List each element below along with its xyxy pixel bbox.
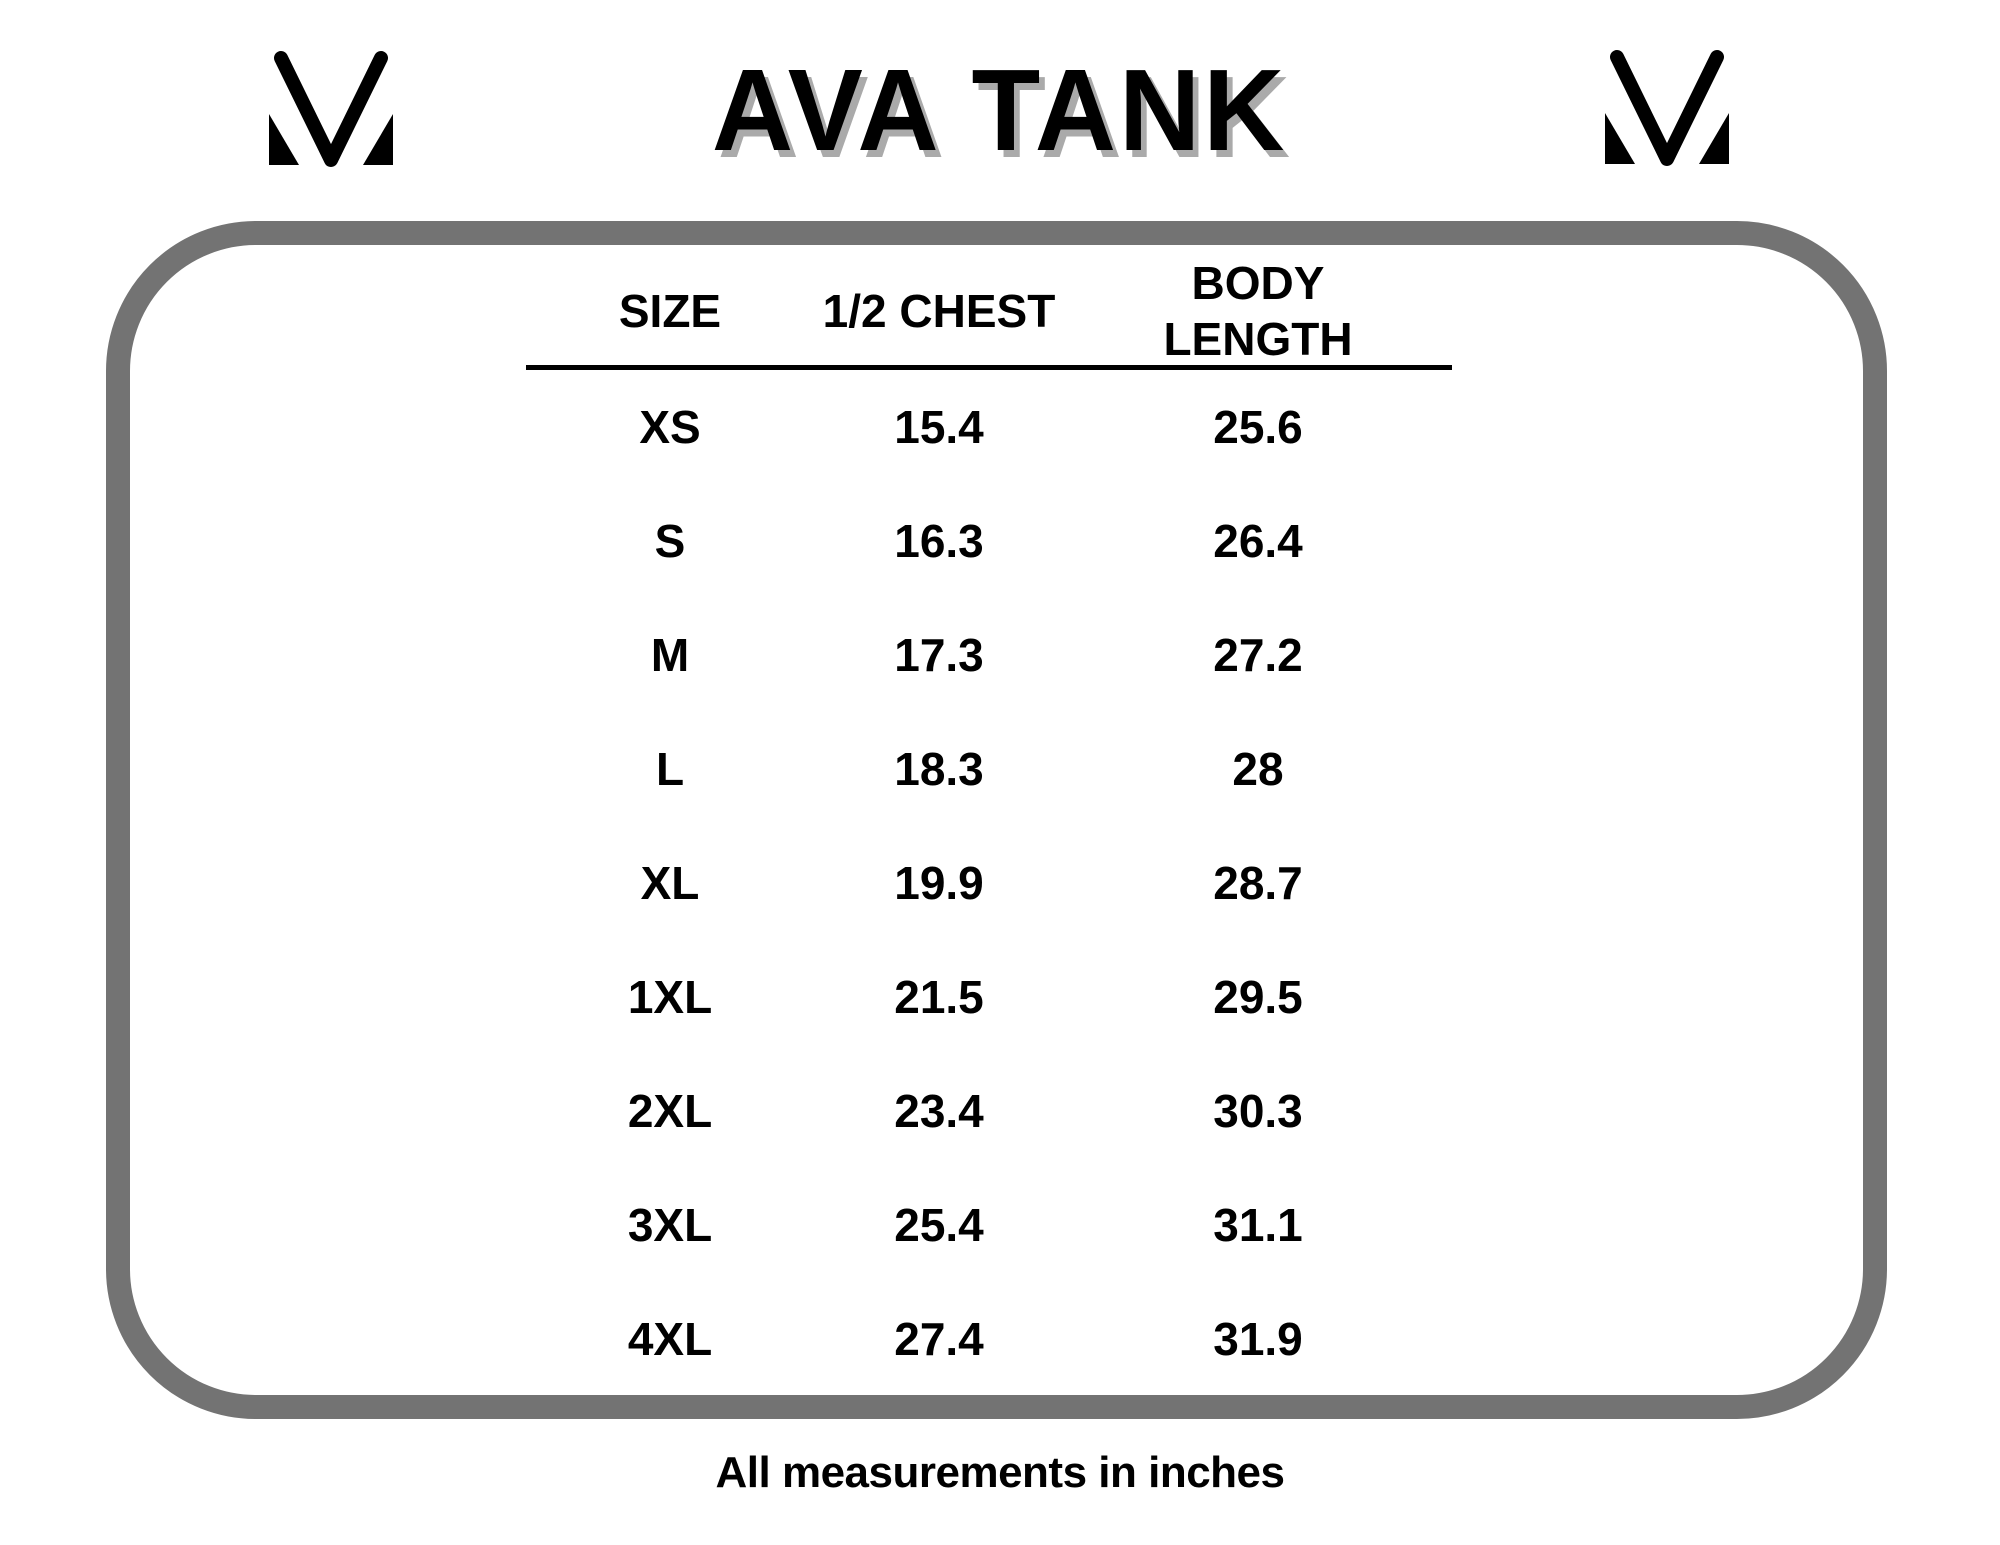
cell-body-length: 25.6 — [1064, 399, 1452, 455]
column-header-half-chest-label: 1/2 CHEST — [822, 285, 1056, 338]
table-body: XS 15.4 25.6 S 16.3 — [526, 370, 1452, 1396]
cell-body-length-value: 26.4 — [1213, 514, 1303, 567]
measurement-note-text: All measurements in inches — [715, 1448, 1286, 1497]
brand-logo-right — [1604, 47, 1730, 167]
cell-size-value: 4XL — [627, 1312, 713, 1365]
cell-size: XS — [526, 399, 814, 455]
cell-body-length: 30.3 — [1064, 1083, 1452, 1139]
table-row: 3XL 25.4 31.1 — [526, 1168, 1452, 1282]
column-header-size-label: SIZE — [618, 285, 722, 338]
cell-size: 3XL — [526, 1197, 814, 1253]
cell-size: M — [526, 627, 814, 683]
cell-half-chest: 25.4 — [814, 1197, 1064, 1253]
column-header-size: SIZE — [526, 283, 814, 339]
cell-size: 1XL — [526, 969, 814, 1025]
cell-size-value: 3XL — [627, 1198, 713, 1251]
table-row: 1XL 21.5 29.5 — [526, 940, 1452, 1054]
cell-size-value: M — [650, 628, 690, 681]
header-divider — [526, 365, 1452, 370]
cell-body-length-value: 29.5 — [1213, 970, 1303, 1023]
cell-half-chest: 19.9 — [814, 855, 1064, 911]
cell-size-value: XL — [640, 856, 700, 909]
cell-body-length-value: 31.1 — [1213, 1198, 1303, 1251]
page-title-text: AVA TANK — [712, 45, 1288, 175]
cell-half-chest-value: 15.4 — [894, 400, 984, 453]
cell-half-chest: 16.3 — [814, 513, 1064, 569]
cell-half-chest-value: 21.5 — [894, 970, 984, 1023]
cell-half-chest-value: 16.3 — [894, 514, 984, 567]
cell-body-length-value: 30.3 — [1213, 1084, 1303, 1137]
cell-size-value: 1XL — [627, 970, 713, 1023]
column-header-body-length: BODY LENGTH — [1064, 255, 1452, 367]
cell-size-value: S — [654, 514, 686, 567]
cell-size: L — [526, 741, 814, 797]
table-row: XS 15.4 25.6 — [526, 370, 1452, 484]
table-header-row: SIZE 1/2 CHEST BODY LENGTH — [526, 255, 1452, 365]
cell-body-length: 28.7 — [1064, 855, 1452, 911]
brand-logo-left — [268, 48, 394, 168]
table-row: L 18.3 28 — [526, 712, 1452, 826]
cell-size: 4XL — [526, 1311, 814, 1367]
cell-size: S — [526, 513, 814, 569]
cell-half-chest: 17.3 — [814, 627, 1064, 683]
cell-body-length-value: 31.9 — [1213, 1312, 1303, 1365]
table-row: XL 19.9 28.7 — [526, 826, 1452, 940]
table-row: 4XL 27.4 31.9 — [526, 1282, 1452, 1396]
cell-half-chest: 23.4 — [814, 1083, 1064, 1139]
cell-half-chest: 18.3 — [814, 741, 1064, 797]
size-table: SIZE 1/2 CHEST BODY LENGTH XS 15.4 — [526, 255, 1452, 1396]
column-header-body-length-label: BODY LENGTH — [1163, 257, 1353, 366]
rounded-frame — [106, 221, 1887, 1419]
cell-body-length: 28 — [1064, 741, 1452, 797]
cell-size: XL — [526, 855, 814, 911]
cell-body-length: 31.1 — [1064, 1197, 1452, 1253]
cell-body-length: 26.4 — [1064, 513, 1452, 569]
measurement-note: All measurements in inches — [0, 1448, 2000, 1498]
cell-half-chest: 15.4 — [814, 399, 1064, 455]
cell-half-chest: 27.4 — [814, 1311, 1064, 1367]
cell-body-length-value: 25.6 — [1213, 400, 1303, 453]
cell-half-chest-value: 18.3 — [894, 742, 984, 795]
cell-half-chest-value: 25.4 — [894, 1198, 984, 1251]
table-row: M 17.3 27.2 — [526, 598, 1452, 712]
cell-body-length-value: 28.7 — [1213, 856, 1303, 909]
cell-size-value: XS — [639, 400, 701, 453]
table-row: S 16.3 26.4 — [526, 484, 1452, 598]
page-title: AVA TANK — [0, 52, 2000, 168]
cell-size-value: 2XL — [627, 1084, 713, 1137]
mv-monogram-icon — [269, 51, 393, 167]
cell-half-chest: 21.5 — [814, 969, 1064, 1025]
cell-size-value: L — [655, 742, 685, 795]
cell-body-length: 27.2 — [1064, 627, 1452, 683]
cell-body-length: 29.5 — [1064, 969, 1452, 1025]
cell-body-length-value: 28 — [1232, 742, 1284, 795]
cell-half-chest-value: 19.9 — [894, 856, 984, 909]
mv-monogram-icon — [1605, 50, 1729, 166]
table-row: 2XL 23.4 30.3 — [526, 1054, 1452, 1168]
cell-half-chest-value: 23.4 — [894, 1084, 984, 1137]
cell-half-chest-value: 17.3 — [894, 628, 984, 681]
cell-half-chest-value: 27.4 — [894, 1312, 984, 1365]
cell-size: 2XL — [526, 1083, 814, 1139]
column-header-half-chest: 1/2 CHEST — [814, 283, 1064, 339]
cell-body-length: 31.9 — [1064, 1311, 1452, 1367]
cell-body-length-value: 27.2 — [1213, 628, 1303, 681]
